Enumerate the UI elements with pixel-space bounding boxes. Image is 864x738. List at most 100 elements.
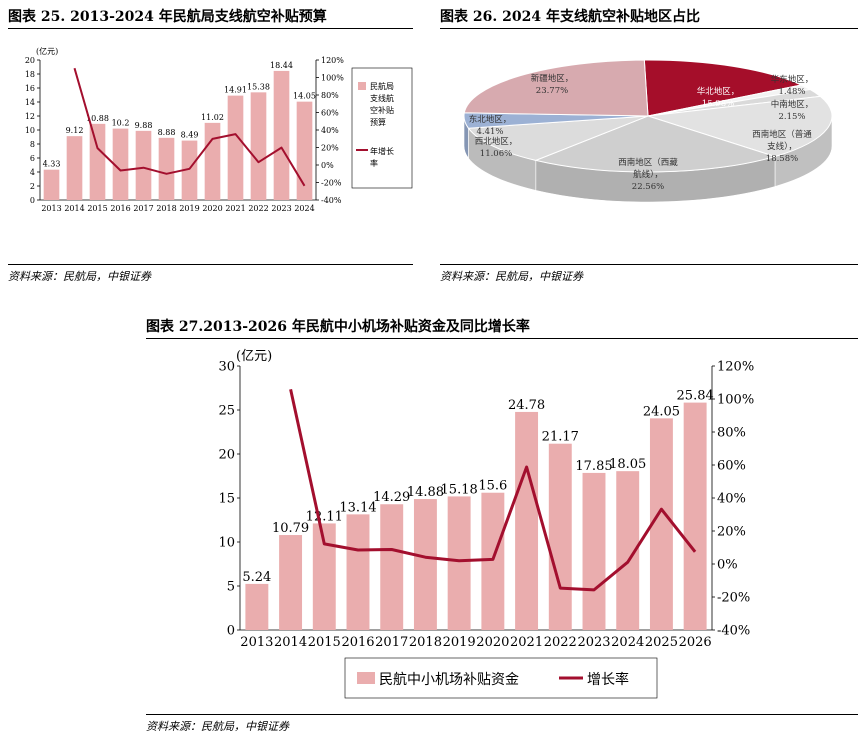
right-tick-label: 20% — [321, 143, 339, 152]
left-tick-label: 12 — [25, 112, 35, 121]
x-tick-label: 2023 — [577, 635, 610, 650]
bar-value-label: 10.88 — [86, 114, 109, 123]
fig25-source: 资料来源：民航局，中银证券 — [8, 270, 151, 283]
left-tick-label: 18 — [25, 70, 35, 79]
right-tick-label: -40% — [321, 196, 342, 205]
pie-label: 西南地区（普通 — [752, 129, 812, 140]
left-tick-label: 10 — [25, 126, 35, 135]
bar — [273, 70, 290, 200]
right-tick-label: 100% — [321, 73, 344, 82]
left-tick-label: 4 — [30, 168, 35, 177]
bar-value-label: 9.12 — [66, 126, 84, 135]
pie-label: 新疆地区， — [531, 73, 574, 84]
pie-pct-label: 23.77% — [536, 86, 568, 96]
bar-value-label: 10.2 — [112, 119, 130, 128]
bar-value-label: 18.05 — [609, 457, 646, 472]
fig27-chart: 051015202530-40%-20%0%20%40%60%80%100%12… — [218, 349, 754, 699]
pie-pct-label: 2.15% — [778, 112, 805, 122]
bar — [616, 471, 640, 630]
legend-bar-label: 民航局 — [370, 81, 394, 91]
fig27-top-rule — [146, 338, 858, 339]
x-tick-label: 2023 — [271, 204, 291, 213]
right-tick-label: -20% — [321, 178, 342, 187]
x-tick-label: 2017 — [375, 635, 408, 650]
bar-value-label: 14.29 — [373, 490, 410, 505]
bar — [312, 523, 336, 630]
legend-bar-swatch — [357, 672, 375, 684]
right-tick-label: 0% — [321, 161, 334, 170]
bar — [279, 535, 303, 630]
bar — [204, 122, 221, 200]
bar-value-label: 25.84 — [677, 389, 714, 404]
x-tick-label: 2013 — [41, 204, 61, 213]
bar-value-label: 14.05 — [293, 92, 316, 101]
bar — [582, 472, 606, 630]
right-tick-label: 0% — [717, 558, 738, 573]
pie-label: 西北地区， — [475, 136, 518, 147]
left-tick-label: 6 — [30, 154, 35, 163]
left-tick-label: 30 — [218, 360, 235, 375]
legend-bar-label: 空补贴 — [370, 105, 394, 115]
right-tick-label: 40% — [717, 492, 746, 507]
left-tick-label: 25 — [218, 404, 235, 419]
fig25-bottom-rule — [8, 264, 413, 265]
bar-value-label: 4.33 — [43, 160, 61, 169]
bar-value-label: 11.02 — [201, 113, 224, 122]
bar — [548, 443, 572, 630]
pie-pct-label: 15.98% — [702, 99, 734, 109]
x-tick-label: 2025 — [645, 635, 678, 650]
x-tick-label: 2022 — [544, 635, 577, 650]
legend-bar-label: 支线航 — [370, 93, 394, 103]
bar — [89, 123, 106, 200]
right-tick-label: 120% — [717, 360, 754, 375]
legend-bar-swatch — [358, 82, 366, 90]
x-tick-label: 2016 — [341, 635, 374, 650]
x-tick-label: 2022 — [248, 204, 268, 213]
pie-slice — [467, 115, 649, 161]
bar — [112, 128, 129, 200]
x-tick-label: 2021 — [510, 635, 543, 650]
bar-value-label: 9.88 — [135, 121, 153, 130]
pie-slice — [647, 95, 833, 158]
left-tick-label: 10 — [218, 536, 235, 551]
right-tick-label: 40% — [321, 126, 339, 135]
right-tick-label: -20% — [717, 591, 750, 606]
bar — [135, 130, 152, 200]
fig26-chart: 华北地区， 15.98% 华东地区， 1.48% 中南地区， 2.15% 西南地区（普通支线… — [463, 59, 833, 203]
x-tick-label: 2018 — [156, 204, 176, 213]
legend-box — [344, 657, 658, 699]
pie-label: 华北地区， — [697, 86, 740, 97]
fig27-source: 资料来源：民航局，中银证券 — [146, 720, 289, 733]
x-tick-label: 2024 — [294, 204, 314, 213]
bar-value-label: 13.14 — [339, 500, 376, 515]
bar-value-label: 24.78 — [508, 398, 545, 413]
bar-value-label: 18.44 — [270, 61, 293, 70]
x-tick-label: 2014 — [274, 635, 307, 650]
left-tick-label: 15 — [218, 492, 235, 507]
fig26-bottom-rule — [440, 264, 858, 265]
x-tick-label: 2015 — [87, 204, 107, 213]
bar — [181, 140, 198, 200]
y-axis-label: (亿元) — [36, 46, 58, 56]
pie-slice — [643, 59, 803, 117]
left-tick-label: 8 — [30, 140, 35, 149]
bar-value-label: 14.88 — [407, 485, 444, 500]
pie-label: 航线）， — [633, 169, 663, 180]
fig26-source: 资料来源：民航局，中银证券 — [440, 270, 583, 283]
left-tick-label: 0 — [30, 196, 35, 205]
fig26-top-rule — [440, 28, 858, 29]
x-tick-label: 2017 — [133, 204, 153, 213]
pie-slice — [463, 59, 649, 117]
legend-line-label: 率 — [370, 158, 378, 168]
bar-value-label: 10.79 — [272, 521, 309, 536]
bar — [250, 92, 267, 200]
x-tick-label: 2024 — [611, 635, 644, 650]
pie-slice — [534, 115, 777, 173]
pie-label: 支线）， — [767, 141, 797, 152]
left-tick-label: 20 — [218, 448, 235, 463]
left-tick-label: 20 — [25, 56, 35, 65]
bar-value-label: 15.38 — [247, 82, 270, 91]
right-tick-label: -40% — [717, 624, 750, 639]
fig25-chart: 0 2 4 6 8 10 12 14 16 18 20 -40% -20% 0% 20% 40% 60% 80% 1… — [25, 46, 413, 213]
x-tick-label: 2020 — [202, 204, 222, 213]
